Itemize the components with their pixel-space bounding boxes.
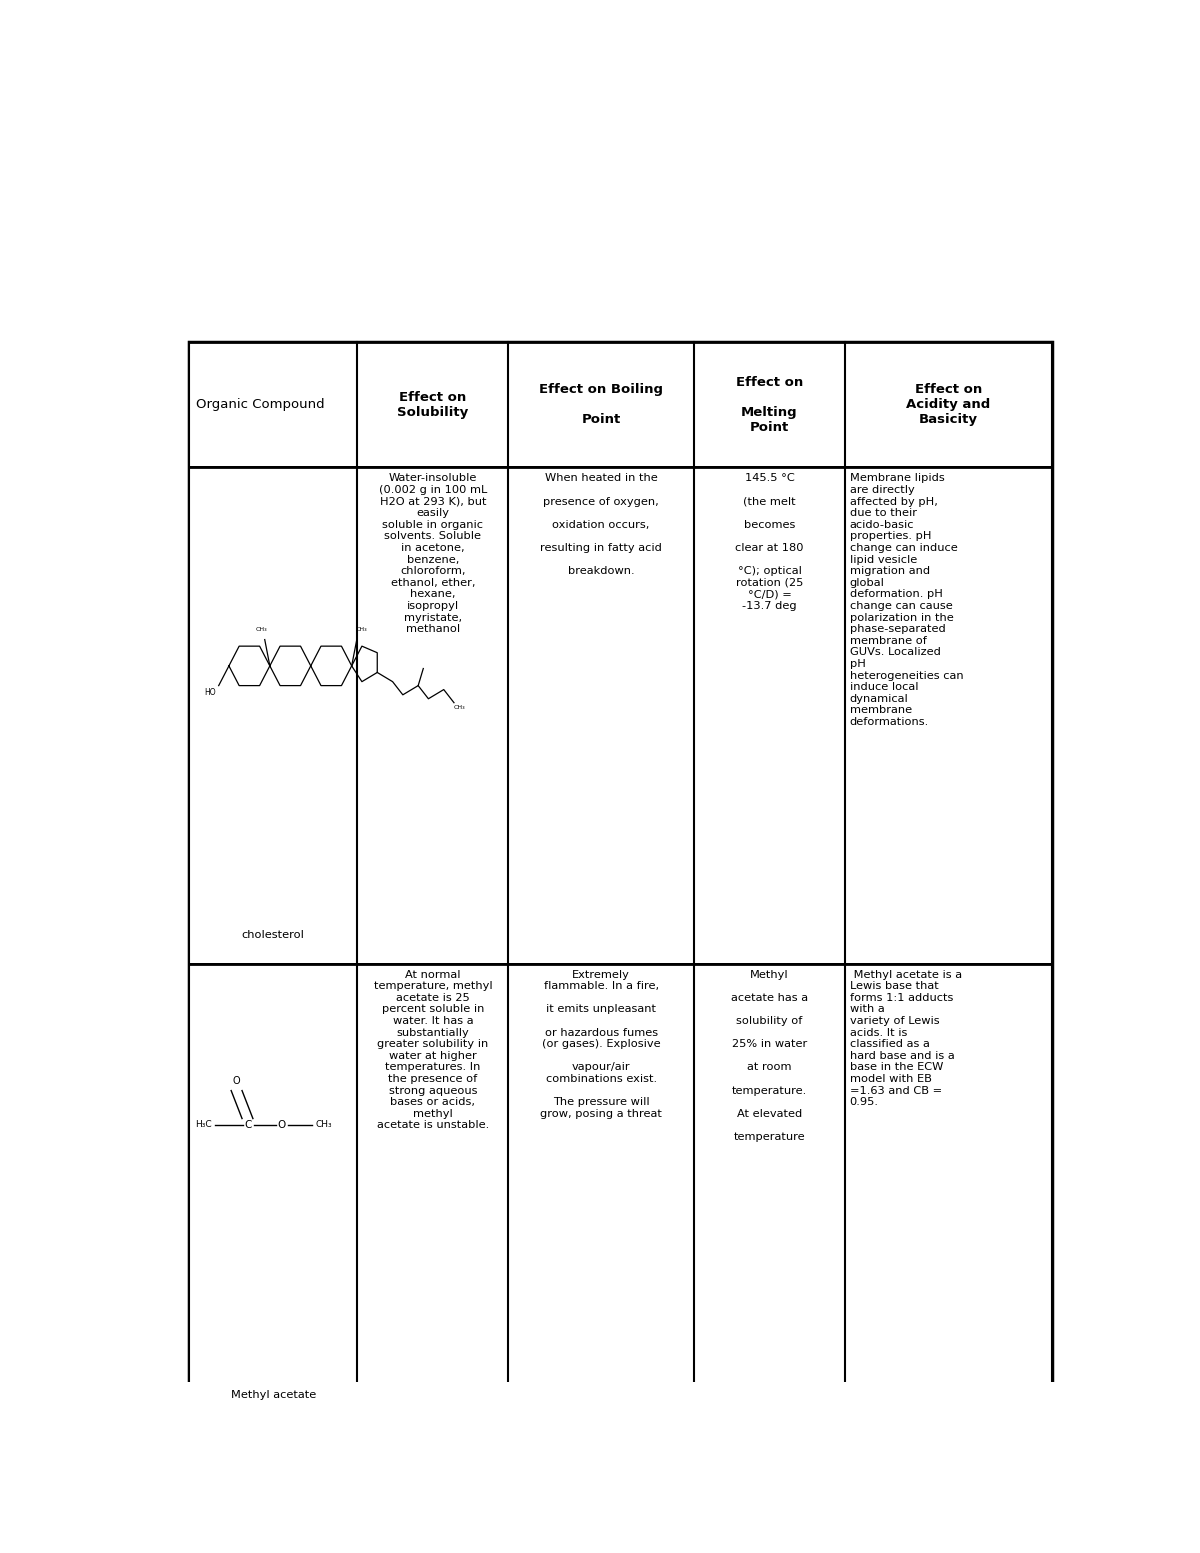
Text: O: O (232, 1076, 240, 1086)
Bar (694, 342, 845, 467)
Text: O: O (278, 1120, 286, 1129)
Text: H₃C: H₃C (196, 1120, 211, 1129)
Text: cholesterol: cholesterol (241, 930, 305, 940)
Bar (358, 963, 509, 1424)
Text: Membrane lipids
are directly
affected by pH,
due to their
acido-basic
properties: Membrane lipids are directly affected by… (850, 474, 964, 727)
Bar (358, 467, 509, 963)
Text: HO: HO (205, 688, 216, 697)
Text: Effect on Boiling

Point: Effect on Boiling Point (539, 384, 664, 426)
Text: Methyl acetate is a
Lewis base that
forms 1:1 adducts
with a
variety of Lewis
ac: Methyl acetate is a Lewis base that form… (850, 969, 961, 1107)
Bar (845, 963, 1052, 1424)
Text: CH₃: CH₃ (256, 626, 268, 632)
Bar (190, 342, 358, 467)
Text: Effect on

Melting
Point: Effect on Melting Point (736, 376, 803, 433)
Bar (190, 467, 358, 963)
Bar (509, 467, 694, 963)
Bar (509, 342, 694, 467)
Text: CH₃: CH₃ (454, 705, 464, 710)
Bar (509, 963, 694, 1424)
Bar (694, 467, 845, 963)
Text: At normal
temperature, methyl
acetate is 25
percent soluble in
water. It has a
s: At normal temperature, methyl acetate is… (373, 969, 492, 1131)
Text: Effect on
Solubility: Effect on Solubility (397, 391, 468, 419)
Bar (358, 342, 509, 467)
Text: When heated in the

presence of oxygen,

oxidation occurs,

resulting in fatty a: When heated in the presence of oxygen, o… (540, 474, 662, 576)
Bar (845, 342, 1052, 467)
Text: Organic Compound: Organic Compound (197, 398, 325, 412)
Text: 145.5 °C

(the melt

becomes

clear at 180

°C); optical
rotation (25
°C/D) =
-1: 145.5 °C (the melt becomes clear at 180 … (736, 474, 804, 610)
Bar (694, 963, 845, 1424)
Bar (845, 467, 1052, 963)
Text: C: C (245, 1120, 252, 1129)
Bar (190, 963, 358, 1424)
Text: Extremely
flammable. In a fire,

it emits unpleasant

or hazardous fumes
(or gas: Extremely flammable. In a fire, it emits… (540, 969, 662, 1118)
Text: CH₃: CH₃ (316, 1120, 332, 1129)
Text: Methyl

acetate has a

solubility of

25% in water

at room

temperature.

At el: Methyl acetate has a solubility of 25% i… (731, 969, 808, 1141)
Text: Effect on
Acidity and
Basicity: Effect on Acidity and Basicity (906, 384, 991, 426)
Text: Methyl acetate: Methyl acetate (230, 1390, 316, 1401)
Text: Water-insoluble
(0.002 g in 100 mL
H2O at 293 K), but
easily
soluble in organic
: Water-insoluble (0.002 g in 100 mL H2O a… (379, 474, 487, 634)
Text: CH₃: CH₃ (356, 626, 367, 632)
